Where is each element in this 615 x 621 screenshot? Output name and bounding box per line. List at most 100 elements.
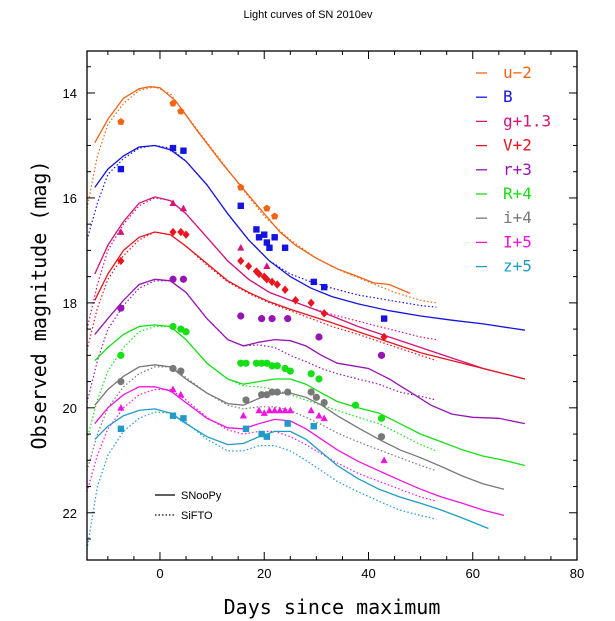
data-point-vplus2 xyxy=(169,227,177,237)
data-point-rplus4 xyxy=(258,359,266,367)
data-point-vplus2 xyxy=(380,332,388,342)
series-rplus3 xyxy=(87,275,526,425)
data-point-b xyxy=(255,234,263,241)
data-point-iplus5 xyxy=(286,406,294,414)
data-point-rplus3 xyxy=(284,315,292,323)
data-point-vplus2 xyxy=(268,277,276,287)
legend-label-vplus2: V+2 xyxy=(503,136,532,155)
data-point-b xyxy=(180,147,187,154)
data-point-iplus5 xyxy=(255,406,263,414)
data-point-gplus1p3 xyxy=(117,228,125,235)
sifto-curve-uminus2 xyxy=(87,86,437,304)
data-point-rplus4 xyxy=(315,375,323,383)
data-point-gplus1p3 xyxy=(179,204,188,212)
data-point-vplus2 xyxy=(273,280,281,289)
data-point-iplus4 xyxy=(177,367,185,375)
data-point-vplus2 xyxy=(252,267,261,276)
data-point-vplus2 xyxy=(182,230,190,239)
series-b xyxy=(87,144,525,331)
snoopy-curve-uminus2 xyxy=(94,86,411,294)
style-label-sifto: SiFTO xyxy=(181,510,213,522)
legend-label-zplus5: z+5 xyxy=(503,257,532,276)
data-point-rplus4 xyxy=(307,370,315,378)
data-point-rplus3 xyxy=(117,304,125,312)
y-axis-title: Observed magnitude (mag) xyxy=(27,161,51,450)
y-tick-label: 14 xyxy=(63,86,77,101)
data-point-b xyxy=(261,231,268,238)
data-point-uminus2 xyxy=(237,183,245,191)
series-gplus1p3 xyxy=(87,196,526,380)
data-point-rplus4 xyxy=(237,359,245,367)
data-point-rplus4 xyxy=(351,401,360,409)
y-tick-label: 18 xyxy=(63,296,77,311)
data-point-rplus4 xyxy=(377,414,386,422)
data-point-uminus2 xyxy=(117,118,125,125)
data-point-rplus4 xyxy=(268,362,276,370)
data-point-b xyxy=(169,144,177,152)
data-point-rplus4 xyxy=(286,367,294,375)
data-point-iplus4 xyxy=(284,388,292,396)
x-tick-label: 80 xyxy=(570,566,584,581)
series-iplus4 xyxy=(87,364,505,490)
band-legend: u−2 Bg+1.3 V+2 r+3 R+4 i+4 I+5 z+5 xyxy=(476,63,551,276)
data-point-b xyxy=(266,244,273,251)
data-point-iplus5 xyxy=(169,385,177,393)
data-point-uminus2 xyxy=(271,212,279,220)
series-zplus5 xyxy=(87,408,489,550)
snoopy-curve-gplus1p3 xyxy=(94,196,526,380)
data-point-iplus5 xyxy=(307,406,315,414)
legend-label-rplus4: R+4 xyxy=(503,184,532,203)
data-point-iplus4 xyxy=(273,388,281,396)
data-point-zplus5 xyxy=(180,415,187,422)
data-point-iplus5 xyxy=(315,411,323,419)
data-point-b xyxy=(281,244,289,251)
data-point-vplus2 xyxy=(237,256,245,266)
x-axis-title: Days since maximum xyxy=(224,595,441,619)
data-point-iplus5 xyxy=(260,409,268,416)
data-point-vplus2 xyxy=(260,272,268,281)
data-point-rplus3 xyxy=(377,351,386,359)
data-point-iplus4 xyxy=(377,433,386,441)
snoopy-curve-iplus5 xyxy=(94,386,505,517)
data-point-b xyxy=(253,226,260,233)
axis-ticks: 0 20 40 60 80 14 16 18 20 22 xyxy=(63,51,584,581)
curves-group xyxy=(87,86,526,550)
data-point-zplus5 xyxy=(242,425,250,433)
data-point-rplus3 xyxy=(169,275,177,283)
sifto-curve-b xyxy=(87,144,437,308)
data-point-iplus4 xyxy=(268,388,276,396)
legend-label-b: B xyxy=(503,87,513,106)
series-iplus5 xyxy=(87,385,505,517)
legend-label-iplus4: i+4 xyxy=(503,208,532,227)
data-point-b xyxy=(117,165,125,173)
snoopy-curve-zplus5 xyxy=(94,408,489,530)
data-point-zplus5 xyxy=(169,412,177,419)
style-label-snoopy: SNooPy xyxy=(181,490,222,502)
data-point-iplus4 xyxy=(307,388,315,396)
data-point-iplus4 xyxy=(258,391,266,399)
x-tick-label: 40 xyxy=(361,566,375,581)
data-point-gplus1p3 xyxy=(263,262,271,269)
data-point-iplus5 xyxy=(320,414,328,422)
data-point-rplus4 xyxy=(169,322,177,331)
line-style-legend: SNooPy SiFTO xyxy=(155,490,222,522)
data-point-rplus3 xyxy=(268,315,276,323)
data-point-rplus4 xyxy=(182,328,190,336)
legend-label-gplus1p3: g+1.3 xyxy=(503,111,551,130)
data-point-rplus4 xyxy=(117,351,125,359)
data-point-uminus2 xyxy=(169,99,177,107)
legend-label-iplus5: I+5 xyxy=(503,232,532,251)
data-point-iplus5 xyxy=(271,406,279,414)
series-rplus4 xyxy=(87,322,526,467)
data-point-rplus4 xyxy=(252,359,261,367)
sifto-curve-zplus5 xyxy=(87,411,437,550)
data-point-rplus4 xyxy=(242,359,250,367)
data-point-rplus3 xyxy=(237,312,245,320)
legend-label-rplus3: r+3 xyxy=(503,160,532,179)
data-point-iplus5 xyxy=(177,390,185,398)
y-tick-label: 22 xyxy=(63,506,77,521)
data-point-vplus2 xyxy=(263,275,271,284)
x-tick-label: 0 xyxy=(156,566,163,581)
snoopy-curve-iplus4 xyxy=(94,364,505,490)
